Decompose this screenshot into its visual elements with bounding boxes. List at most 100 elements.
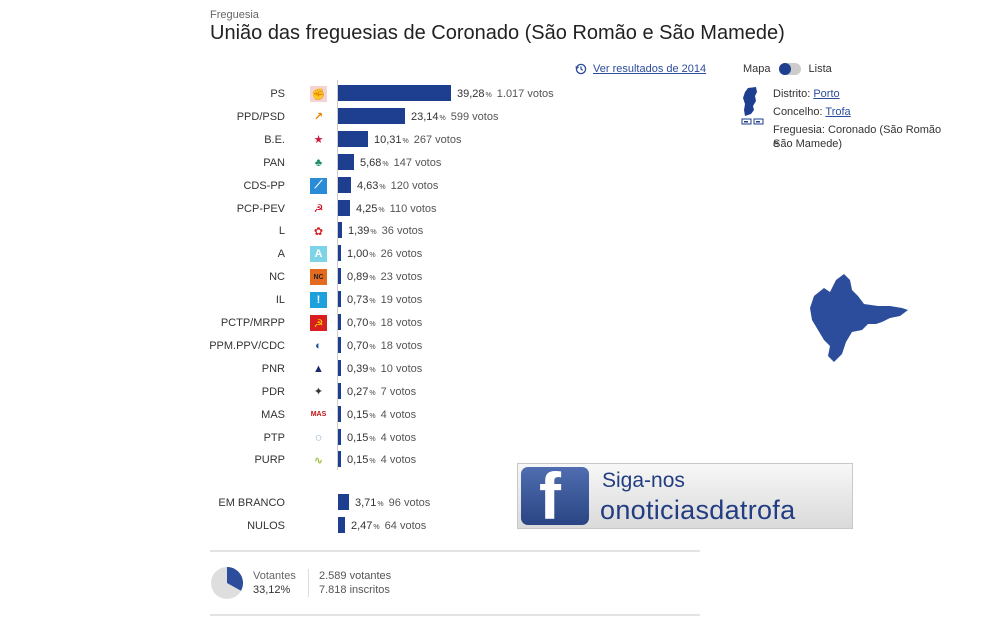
result-value: 1,00% 26 votos — [347, 248, 422, 260]
result-value: 1,39% 36 votos — [348, 225, 423, 237]
vote-count: 599 votos — [450, 110, 499, 123]
party-row[interactable]: PAN ♣ 5,68% 147 votos — [210, 153, 700, 177]
party-name: A — [277, 248, 285, 261]
result-bar — [338, 199, 350, 216]
turnout-donut — [211, 567, 243, 599]
party-name: NULOS — [247, 520, 285, 532]
livre-logo-icon: ✿ — [310, 223, 327, 240]
party-row[interactable]: MAS MAS 0,15% 4 votos — [210, 405, 700, 429]
percent-value: 10,31 — [374, 133, 402, 146]
page-title: União das freguesias de Coronado (São Ro… — [210, 22, 785, 44]
result-value: 0,39% 10 votos — [347, 363, 422, 375]
divider-top — [210, 550, 700, 552]
mas-logo-icon: MAS — [310, 406, 327, 423]
list-view-label[interactable]: Lista — [808, 63, 832, 75]
vote-count: 4 votos — [380, 408, 417, 421]
psd-logo-icon: ↗ — [310, 108, 327, 125]
vote-count: 4 votos — [380, 454, 417, 467]
result-bar — [338, 222, 342, 239]
percent-symbol: % — [369, 389, 376, 397]
party-name: IL — [275, 294, 285, 307]
turnout-label: Votantes — [253, 570, 296, 582]
district-row: Distrito: Porto — [773, 87, 840, 101]
party-row[interactable]: PS ✊ 39,28% 1.017 votos — [210, 85, 700, 108]
party-row[interactable]: IL! 0,73% 19 votos — [210, 291, 700, 314]
party-row[interactable]: CDS-PP ⟋ 4,63% 120 votos — [210, 176, 700, 200]
party-name: CDS-PP — [243, 179, 285, 192]
result-value: 0,15% 4 votos — [347, 432, 416, 444]
percent-value: 0,70 — [347, 339, 369, 352]
party-row[interactable]: L ✿ 1,39% 36 votos — [210, 222, 700, 245]
pnr-logo-icon: ▲ — [310, 360, 327, 377]
party-row[interactable]: PPM.PPV/CDC ◐ 0,70% 18 votos — [209, 336, 700, 360]
percent-value: 0,15 — [347, 431, 369, 444]
result-bar — [338, 359, 341, 376]
party-row[interactable]: EM BRANCO 3,71% 96 votos — [210, 494, 700, 517]
result-value: 23,14% 599 votos — [411, 111, 498, 123]
result-value: 0,89% 23 votos — [347, 271, 422, 283]
party-row[interactable]: PDR ✦ 0,27% 7 votos — [210, 382, 700, 406]
map-view-label[interactable]: Mapa — [743, 63, 771, 75]
facebook-banner[interactable]: f Siga-nos onoticiasdatrofa — [517, 463, 853, 529]
turnout-slice — [227, 567, 243, 591]
pan-logo-icon: ♣ — [310, 154, 327, 171]
follow-label: Siga-nos — [602, 469, 685, 492]
party-name: PAN — [263, 156, 285, 169]
party-row[interactable]: A A 1,00% 26 votos — [210, 245, 700, 268]
history-link[interactable]: Ver resultados de 2014 — [575, 63, 706, 75]
nc-logo-icon: NC — [310, 269, 327, 286]
municipality-link[interactable]: Trofa — [825, 106, 851, 118]
percent-value: 1,39 — [348, 225, 370, 238]
view-toggle[interactable]: Mapa Lista — [743, 63, 832, 75]
result-bar — [338, 291, 341, 308]
party-row[interactable]: PURP ∿ 0,15% 4 votos — [210, 451, 700, 474]
result-bar — [338, 451, 341, 468]
history-link-label[interactable]: Ver resultados de 2014 — [593, 63, 707, 75]
district-link[interactable]: Porto — [813, 88, 840, 100]
turnout-pct: 33,12% — [253, 584, 291, 596]
party-name: L — [278, 225, 285, 238]
vote-count: 7 votos — [380, 385, 417, 398]
percent-value: 0,15 — [347, 408, 369, 421]
parish-label: Freguesia: — [773, 124, 825, 136]
percent-symbol: % — [402, 137, 409, 145]
vote-count: 10 votos — [380, 362, 423, 375]
percent-value: 3,71 — [355, 497, 377, 509]
party-row[interactable]: NC NC 0,89% 23 votos — [210, 268, 700, 291]
party-row[interactable]: PNR ▲ 0,39% 10 votos — [210, 359, 700, 383]
party-row[interactable]: PCP-PEV ☭ 4,25% 110 votos — [210, 199, 700, 223]
party-row[interactable]: NULOS 2,47% 64 votos — [210, 517, 700, 540]
percent-symbol: % — [370, 229, 377, 237]
result-value: 4,63% 120 votos — [357, 180, 438, 192]
bar-axis — [337, 80, 338, 470]
parish-map[interactable] — [806, 272, 910, 364]
facebook-handle: onoticiasdatrofa — [600, 495, 796, 525]
view-switch[interactable] — [778, 63, 801, 75]
purp-logo-icon: ∿ — [310, 452, 327, 469]
percent-value: 0,89 — [347, 271, 369, 284]
percent-value: 5,68 — [360, 156, 382, 169]
percent-symbol: % — [369, 275, 376, 283]
result-bar — [338, 517, 345, 533]
percent-value: 4,25 — [356, 202, 378, 215]
party-row[interactable]: B.E. ★ 10,31% 267 votos — [210, 130, 700, 154]
party-name: PS — [270, 88, 285, 100]
result-bar — [338, 176, 351, 193]
result-value: 0,70% 18 votos — [347, 340, 422, 352]
result-value: 0,70% 18 votos — [347, 317, 422, 329]
turnout-separator — [308, 569, 309, 597]
party-name: NC — [269, 271, 285, 284]
percent-symbol: % — [369, 343, 376, 351]
party-row[interactable]: PTP ◌ 0,15% 4 votos — [210, 428, 700, 452]
party-row[interactable]: PCTP/MRPP ☭ 0,70% 18 votos — [210, 314, 700, 337]
municipality-label: Concelho: — [773, 106, 823, 118]
parish-name-line1: Coronado (São Romão e — [773, 124, 942, 150]
result-bar — [338, 153, 354, 170]
percent-symbol: % — [485, 92, 492, 99]
party-row[interactable]: PPD/PSD ↗ 23,14% 599 votos — [210, 107, 700, 131]
percent-symbol: % — [369, 252, 376, 260]
party-name: MAS — [261, 408, 285, 421]
vote-count: 18 votos — [380, 339, 423, 352]
party-name: PDR — [261, 385, 285, 398]
registered-count: 7.818 inscritos — [319, 584, 390, 596]
